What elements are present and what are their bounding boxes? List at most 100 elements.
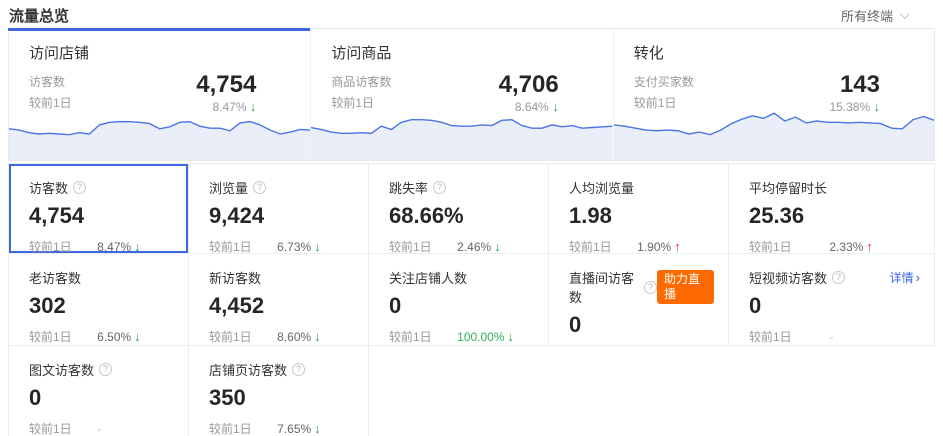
card-prev-label: 较前1日 <box>331 96 375 110</box>
chevron-right-icon: › <box>915 270 920 285</box>
change-percent: 2.33% <box>829 239 864 254</box>
help-icon[interactable] <box>292 363 306 376</box>
prev-day-label: 较前1日 <box>209 240 252 254</box>
prev-day-label: 较前1日 <box>749 330 792 344</box>
metric-cell[interactable]: 平均停留时长 25.36 较前1日 2.33% ↑ <box>729 164 935 254</box>
card-visit-shop[interactable]: 访问店铺 访客数 较前1日 4,754 8.47% ↓ <box>7 28 311 160</box>
prev-day-label: 较前1日 <box>569 240 612 254</box>
metric-value: 4,754 <box>29 203 85 228</box>
change-arrow-icon: ↑ <box>866 239 873 254</box>
card-metric-label: 支付买家数 <box>633 75 694 89</box>
change-percent: 7.65% <box>277 421 312 436</box>
metric-value: 0 <box>569 312 582 337</box>
change-percent: 1.90% <box>637 239 672 254</box>
metric-label: 平均停留时长 <box>749 181 828 196</box>
terminal-filter-label: 所有终端 <box>840 8 893 24</box>
metric-value: 0 <box>389 293 402 318</box>
metric-label: 图文访客数 <box>29 363 95 378</box>
metric-value: 0 <box>749 293 762 318</box>
change-arrow-icon: ↓ <box>249 99 257 114</box>
page-header: 流量总览 所有终端 <box>0 0 943 28</box>
card-metric-value: 4,706 <box>498 71 559 98</box>
card-title: 访问店铺 <box>29 45 90 62</box>
metric-cell[interactable]: 新访客数 4,452 较前1日 8.60% ↓ <box>189 254 369 346</box>
change-percent: 8.60% <box>277 329 312 344</box>
metric-cell[interactable]: 关注店铺人数 0 较前1日 100.00% ↓ <box>369 254 549 346</box>
change-percent: - <box>829 329 834 344</box>
prev-day-label: 较前1日 <box>749 240 792 254</box>
card-metric-label: 商品访客数 <box>331 75 392 89</box>
metric-value: 0 <box>29 385 42 410</box>
prev-day-label: 较前1日 <box>29 330 72 344</box>
live-boost-badge[interactable]: 助力直播 <box>656 270 714 304</box>
prev-day-label: 较前1日 <box>209 330 252 344</box>
metric-cell[interactable]: 老访客数 302 较前1日 6.50% ↓ <box>9 254 189 346</box>
shop-traffic-sparkline <box>9 108 311 160</box>
help-icon[interactable] <box>433 181 447 194</box>
change-arrow-icon: ↑ <box>674 239 681 254</box>
change-percent: - <box>97 421 102 436</box>
card-metric-value: 4,754 <box>196 71 257 98</box>
summary-cards: 访问店铺 访客数 较前1日 4,754 8.47% ↓ 访问商品 商品访客数 较… <box>7 28 935 161</box>
metric-cell[interactable]: 图文访客数 0 较前1日 - <box>9 346 189 436</box>
card-title: 转化 <box>633 45 664 62</box>
card-change-percent: 15.38% <box>829 100 871 114</box>
metric-cell[interactable]: 店铺页访客数 350 较前1日 7.65% ↓ <box>189 346 369 436</box>
metric-cell[interactable]: 人均浏览量 1.98 较前1日 1.90% ↑ <box>549 164 729 254</box>
metric-value: 350 <box>209 385 246 410</box>
change-arrow-icon: ↓ <box>552 99 559 114</box>
help-icon[interactable] <box>99 363 113 376</box>
change-arrow-icon: ↓ <box>873 99 881 114</box>
metric-cell[interactable]: 跳失率 68.66% 较前1日 2.46% ↓ <box>369 164 549 254</box>
metric-label: 跳失率 <box>389 181 429 196</box>
change-arrow-icon: ↓ <box>494 239 501 254</box>
change-arrow-icon: ↓ <box>314 421 321 436</box>
prev-day-label: 较前1日 <box>389 330 432 344</box>
conversion-sparkline <box>613 108 934 160</box>
change-arrow-icon: ↓ <box>507 329 515 344</box>
prev-day-label: 较前1日 <box>29 422 72 436</box>
metric-label: 关注店铺人数 <box>389 271 468 286</box>
metric-value: 302 <box>29 293 66 318</box>
metric-label: 访客数 <box>29 181 69 196</box>
chevron-down-icon <box>899 8 910 19</box>
metric-value: 9,424 <box>209 203 265 228</box>
metric-label: 人均浏览量 <box>569 181 635 196</box>
card-metric-value: 143 <box>839 71 880 98</box>
change-percent: 2.46% <box>457 239 492 254</box>
help-icon[interactable] <box>832 271 846 284</box>
metric-cell[interactable]: 短视频访客数 详情› 0 较前1日 - <box>729 254 935 346</box>
help-icon[interactable] <box>253 181 267 194</box>
change-arrow-icon: ↓ <box>314 329 321 344</box>
metric-cell[interactable]: 访客数 4,754 较前1日 8.47% ↓ <box>9 164 189 254</box>
metric-cell[interactable]: 直播间访客数 助力直播 0 较前1日 - <box>549 254 729 363</box>
prev-day-label: 较前1日 <box>389 240 432 254</box>
empty-cell <box>729 346 935 436</box>
metric-label: 老访客数 <box>29 271 82 286</box>
prev-day-label: 较前1日 <box>209 422 252 436</box>
metric-value: 1.98 <box>569 203 612 228</box>
metrics-grid: 访客数 4,754 较前1日 8.47% ↓ 浏览量 9,424 较前1日 6.… <box>8 163 935 436</box>
detail-link[interactable]: 详情 › <box>889 270 920 285</box>
product-traffic-sparkline <box>311 108 613 160</box>
card-visit-product[interactable]: 访问商品 商品访客数 较前1日 4,706 8.64% ↓ <box>310 29 613 160</box>
terminal-filter-dropdown[interactable]: 所有终端 <box>841 6 933 25</box>
help-icon[interactable] <box>73 181 87 194</box>
empty-cell <box>369 346 549 436</box>
change-arrow-icon: ↓ <box>314 239 321 254</box>
metric-label: 新访客数 <box>209 271 262 286</box>
help-icon[interactable] <box>643 280 657 294</box>
change-percent: 8.47% <box>97 239 132 254</box>
card-prev-label: 较前1日 <box>29 96 72 110</box>
change-arrow-icon: ↓ <box>134 329 141 344</box>
page-title: 流量总览 <box>9 7 70 25</box>
change-arrow-icon: ↓ <box>134 239 141 254</box>
metric-label: 店铺页访客数 <box>209 363 288 378</box>
metric-cell[interactable]: 浏览量 9,424 较前1日 6.73% ↓ <box>189 164 369 254</box>
metric-label: 直播间访客数 <box>569 271 635 305</box>
change-percent: 100.00% <box>457 329 505 344</box>
metric-value: 68.66% <box>389 203 464 228</box>
metric-label: 短视频访客数 <box>749 271 828 286</box>
card-prev-label: 较前1日 <box>633 96 677 110</box>
card-conversion[interactable]: 转化 支付买家数 较前1日 143 15.38% ↓ <box>612 29 934 160</box>
